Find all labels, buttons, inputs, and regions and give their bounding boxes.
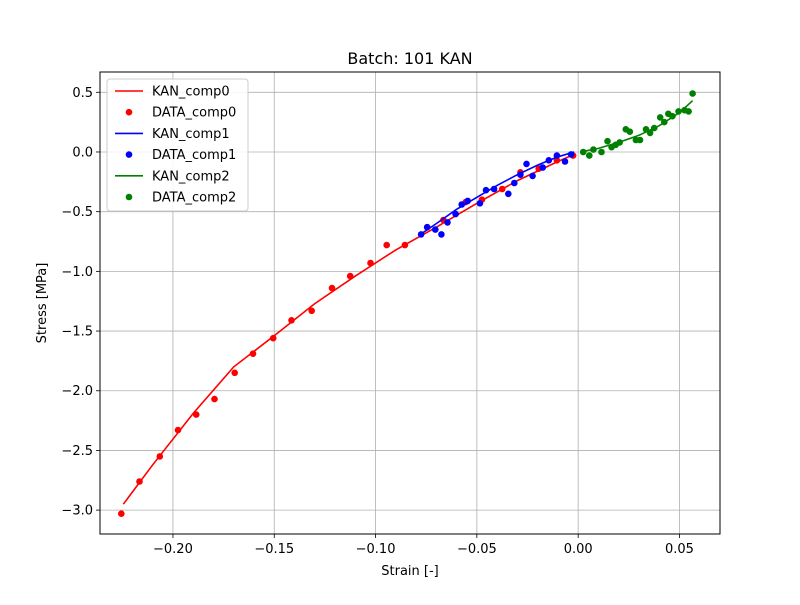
data-point-data-comp1 — [458, 201, 466, 208]
data-point-data-comp2 — [590, 146, 597, 153]
data-point-data-comp1 — [511, 179, 518, 187]
data-point-data-comp0 — [156, 453, 164, 460]
chart-title: Batch: 101 KAN — [347, 49, 472, 68]
plot-frame — [99, 71, 721, 535]
data-point-data-comp2 — [626, 128, 634, 135]
data-point-data-comp2 — [604, 137, 611, 145]
data-point-data-comp1 — [553, 152, 561, 159]
y-tick-label: −1.0 — [61, 265, 93, 280]
data-point-data-comp1 — [438, 231, 445, 238]
x-axis-title: Strain [-] — [381, 564, 438, 579]
data-point-data-comp1 — [539, 164, 546, 171]
data-point-data-comp2 — [616, 139, 623, 146]
data-point-data-comp1 — [523, 160, 530, 168]
data-point-data-comp1 — [444, 219, 451, 226]
y-axis-title: Stress [MPa] — [35, 263, 50, 344]
legend-box — [106, 78, 249, 212]
data-point-data-comp0 — [192, 411, 200, 418]
series-layer — [118, 90, 696, 517]
data-point-data-comp1 — [517, 171, 524, 178]
data-point-data-comp2 — [650, 124, 658, 132]
data-point-data-comp1 — [452, 210, 459, 218]
data-point-data-comp2 — [669, 112, 676, 120]
data-point-data-comp0 — [174, 426, 182, 434]
data-point-data-comp0 — [346, 272, 354, 280]
legend-label: DATA_comp1 — [152, 148, 236, 163]
data-point-data-comp1 — [561, 158, 569, 165]
legend-marker-swatch — [125, 193, 133, 201]
x-tick-label: 0.00 — [564, 542, 593, 557]
data-point-data-comp2 — [636, 136, 644, 144]
data-point-data-comp0 — [288, 317, 295, 324]
legend-label: KAN_comp1 — [152, 127, 230, 142]
data-point-data-comp0 — [401, 241, 409, 249]
data-point-data-comp2 — [689, 90, 696, 97]
y-tick-label: 0.5 — [72, 86, 93, 101]
data-point-data-comp1 — [490, 185, 498, 193]
data-point-data-comp2 — [646, 129, 654, 137]
data-point-data-comp1 — [529, 172, 536, 180]
data-point-data-comp0 — [383, 241, 391, 249]
data-point-data-comp0 — [118, 510, 125, 517]
data-point-data-comp0 — [231, 369, 238, 377]
y-tick-label: −3.0 — [61, 504, 93, 519]
y-tick-label: 0.0 — [72, 145, 93, 160]
data-point-data-comp1 — [476, 200, 484, 207]
legend-label: DATA_comp2 — [152, 191, 236, 206]
data-point-data-comp1 — [417, 231, 425, 238]
data-point-data-comp2 — [586, 152, 593, 159]
data-point-data-comp1 — [505, 190, 512, 198]
data-point-data-comp0 — [269, 334, 277, 342]
data-point-data-comp0 — [498, 185, 506, 193]
y-tick-label: −0.5 — [61, 205, 93, 220]
x-tick-label: −0.15 — [254, 542, 294, 557]
y-tick-label: −2.0 — [61, 384, 93, 399]
x-tick-label: 0.05 — [665, 542, 694, 557]
legend: KAN_comp0 DATA_comp0 KAN_comp1 DATA_comp1 KA… — [106, 78, 249, 212]
legend-marker-swatch — [125, 151, 133, 158]
ticks-layer: −0.20 −0.15 −0.10 −0.05 0.00 0.05 0.5 0.0 −0.5 −1… — [61, 86, 694, 557]
data-point-data-comp2 — [685, 108, 692, 115]
data-point-data-comp1 — [423, 223, 431, 231]
x-tick-label: −0.20 — [153, 542, 193, 557]
data-point-data-comp2 — [656, 114, 664, 121]
legend-label: KAN_comp0 — [152, 85, 230, 100]
legend-marker-swatch — [125, 108, 133, 116]
data-point-data-comp0 — [211, 395, 218, 403]
x-tick-label: −0.10 — [356, 542, 396, 557]
x-tick-label: −0.05 — [457, 542, 497, 557]
data-point-data-comp1 — [567, 151, 575, 158]
legend-label: DATA_comp0 — [152, 106, 236, 121]
data-point-data-comp0 — [367, 259, 374, 267]
data-point-data-comp1 — [545, 157, 553, 164]
data-point-data-comp2 — [675, 108, 682, 115]
data-point-data-comp1 — [482, 186, 490, 194]
data-point-data-comp2 — [661, 118, 668, 126]
data-point-data-comp2 — [579, 148, 587, 156]
data-point-data-comp0 — [308, 307, 316, 315]
legend-label: KAN_comp2 — [152, 169, 230, 184]
data-point-data-comp0 — [136, 478, 143, 485]
data-point-data-comp2 — [598, 148, 605, 156]
data-point-data-comp1 — [464, 197, 472, 205]
data-point-data-comp0 — [249, 350, 257, 358]
y-tick-label: −2.5 — [61, 444, 93, 459]
data-point-data-comp1 — [432, 226, 439, 233]
y-tick-label: −1.5 — [61, 325, 93, 340]
data-point-data-comp0 — [328, 284, 336, 292]
